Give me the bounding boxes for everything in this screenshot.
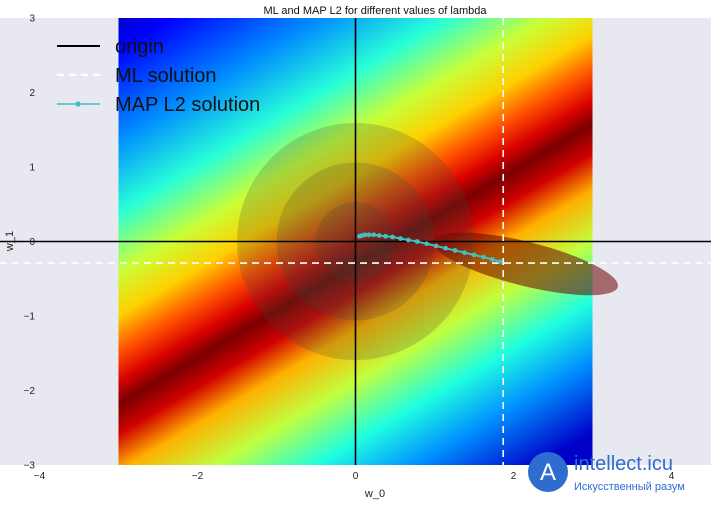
x-tick-label: 4	[669, 471, 675, 482]
map-l2-point	[398, 236, 403, 241]
x-axis-ticks: −4 −2 0 2 4	[34, 471, 675, 482]
legend-label: MAP L2 solution	[115, 94, 260, 116]
legend-marker	[75, 101, 81, 107]
map-l2-point	[471, 252, 477, 258]
legend-label: origin	[115, 36, 164, 58]
legend-label: ML solution	[115, 65, 217, 87]
map-l2-point	[362, 232, 368, 238]
y-tick-label: −2	[24, 386, 36, 397]
y-axis-label: w_1	[4, 231, 16, 252]
map-l2-point	[371, 232, 377, 238]
map-l2-point	[376, 233, 382, 238]
watermark-tagline: Искусственный разум	[574, 481, 685, 493]
map-l2-point	[406, 237, 411, 243]
chart-title: ML and MAP L2 for different values of la…	[264, 5, 488, 17]
x-tick-label: −2	[192, 471, 204, 482]
map-l2-point	[433, 243, 439, 249]
map-l2-point	[383, 233, 388, 239]
legend: origin ML solution MAP L2 solution	[57, 36, 260, 116]
map-l2-point	[366, 232, 372, 238]
y-tick-label: −3	[24, 461, 36, 472]
y-tick-label: 3	[29, 14, 35, 25]
y-tick-label: −1	[24, 312, 36, 323]
map-l2-point	[497, 259, 503, 265]
map-l2-point	[462, 250, 467, 256]
map-l2-point	[489, 256, 495, 262]
watermark-logo-letter: A	[540, 459, 556, 486]
map-l2-point	[390, 234, 396, 240]
y-tick-label: 0	[29, 237, 35, 248]
map-l2-point	[414, 239, 420, 244]
x-tick-label: −4	[34, 471, 46, 482]
watermark-logo-icon	[528, 452, 568, 492]
likelihood-peak-glow	[433, 232, 618, 296]
plot-area	[0, 18, 711, 465]
map-l2-point	[481, 254, 486, 260]
x-axis-label: w_0	[364, 488, 385, 500]
y-tick-label: 2	[29, 88, 35, 99]
map-l2-point	[452, 248, 458, 253]
watermark-brand: intellect.icu	[574, 453, 673, 475]
map-l2-point	[424, 241, 429, 247]
y-axis-ticks: −3 −2 −1 0 1 2 3	[24, 14, 36, 472]
x-tick-label: 2	[511, 471, 517, 482]
x-tick-label: 0	[353, 471, 359, 482]
y-tick-label: 1	[29, 163, 35, 174]
map-l2-point	[443, 245, 448, 251]
watermark: A intellect.icu Искусственный разум	[528, 444, 714, 500]
map-l2-path	[357, 232, 503, 265]
reference-lines	[0, 18, 711, 465]
